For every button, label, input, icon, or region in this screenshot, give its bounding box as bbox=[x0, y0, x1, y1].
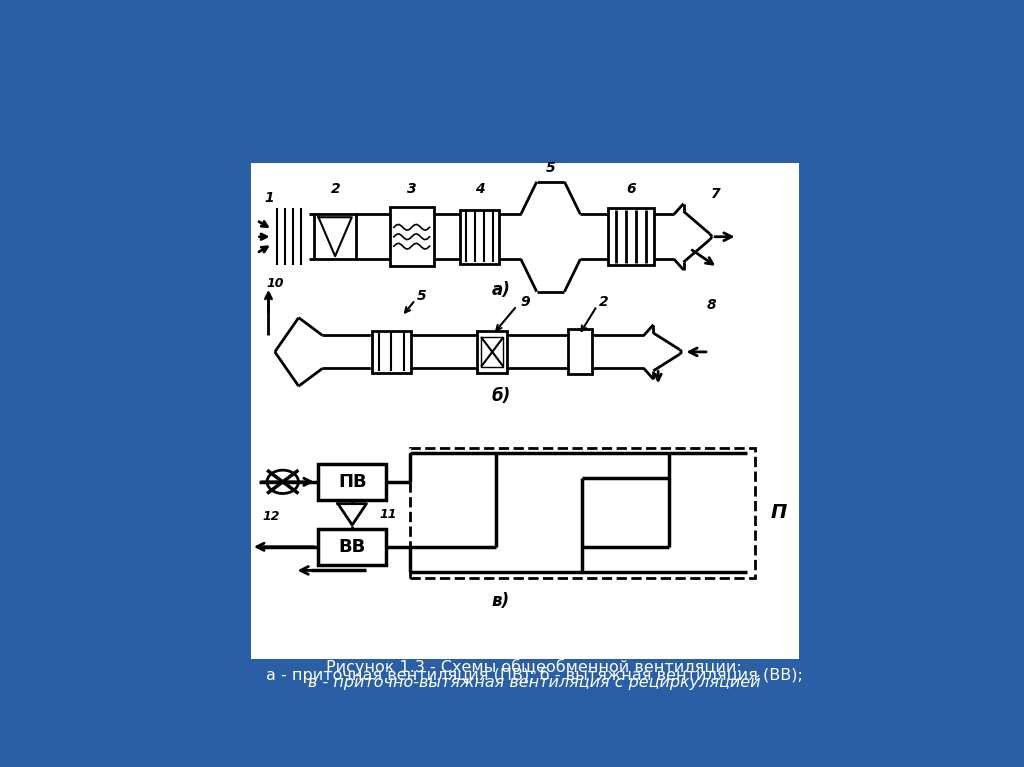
Text: 6: 6 bbox=[627, 183, 636, 196]
Text: Рисунок 1.3 - Схемы общеобменной вентиляции:: Рисунок 1.3 - Схемы общеобменной вентиля… bbox=[327, 659, 742, 676]
Text: 5: 5 bbox=[546, 160, 555, 175]
Text: 11: 11 bbox=[379, 508, 396, 521]
Bar bbox=[460, 209, 500, 264]
Bar bbox=[608, 209, 654, 265]
Text: 9: 9 bbox=[520, 295, 529, 308]
Bar bbox=[568, 330, 592, 374]
Bar bbox=[390, 207, 433, 266]
Text: 1: 1 bbox=[264, 191, 274, 206]
Text: 2: 2 bbox=[331, 183, 341, 196]
Bar bbox=[318, 464, 386, 499]
Text: а): а) bbox=[492, 281, 510, 299]
Text: 7: 7 bbox=[711, 186, 720, 201]
Text: а - приточная вентиляция (ПВ); б - вытяжная вентиляция (ВВ);: а - приточная вентиляция (ПВ); б - вытяж… bbox=[266, 667, 803, 683]
Text: 4: 4 bbox=[475, 183, 484, 196]
Bar bbox=[314, 214, 355, 259]
Text: в - приточно-вытяжная вентиляция с рециркуляцией: в - приточно-вытяжная вентиляция с рецир… bbox=[308, 675, 761, 690]
Bar bbox=[251, 163, 799, 659]
Text: в): в) bbox=[492, 592, 510, 610]
Bar bbox=[410, 448, 755, 578]
Text: 3: 3 bbox=[408, 183, 417, 196]
Bar bbox=[373, 331, 411, 374]
Bar bbox=[477, 331, 507, 374]
Text: 5: 5 bbox=[417, 289, 426, 303]
Text: 10: 10 bbox=[266, 278, 284, 291]
Text: ПВ: ПВ bbox=[338, 472, 367, 491]
Text: 8: 8 bbox=[707, 298, 716, 311]
Text: 12: 12 bbox=[262, 509, 280, 522]
Text: ВВ: ВВ bbox=[339, 538, 366, 556]
Text: П: П bbox=[771, 503, 786, 522]
Bar bbox=[318, 529, 386, 565]
Text: 2: 2 bbox=[599, 295, 609, 308]
Text: б): б) bbox=[492, 387, 511, 405]
